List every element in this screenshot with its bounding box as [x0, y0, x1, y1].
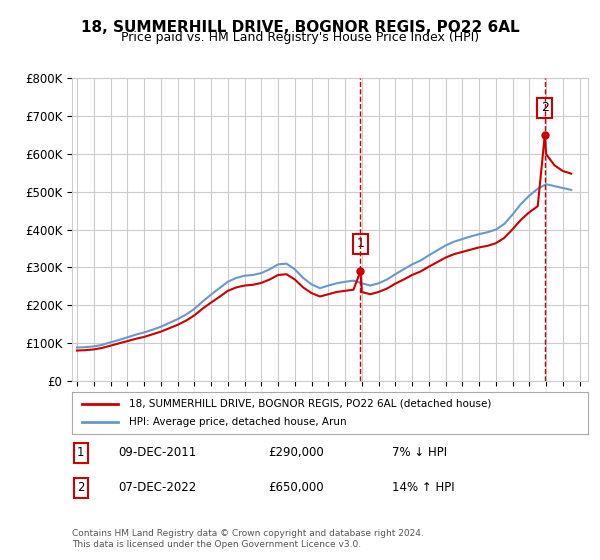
Text: 2: 2 [541, 101, 549, 114]
Text: 18, SUMMERHILL DRIVE, BOGNOR REGIS, PO22 6AL: 18, SUMMERHILL DRIVE, BOGNOR REGIS, PO22… [80, 20, 520, 35]
Text: 09-DEC-2011: 09-DEC-2011 [118, 446, 197, 459]
Text: 1: 1 [77, 446, 85, 459]
Text: Price paid vs. HM Land Registry's House Price Index (HPI): Price paid vs. HM Land Registry's House … [121, 31, 479, 44]
Text: £290,000: £290,000 [268, 446, 324, 459]
Text: 18, SUMMERHILL DRIVE, BOGNOR REGIS, PO22 6AL (detached house): 18, SUMMERHILL DRIVE, BOGNOR REGIS, PO22… [129, 399, 491, 409]
Text: 1: 1 [356, 237, 364, 250]
Text: 2: 2 [77, 481, 85, 494]
Text: £650,000: £650,000 [268, 481, 324, 494]
Text: HPI: Average price, detached house, Arun: HPI: Average price, detached house, Arun [129, 417, 346, 427]
Text: 14% ↑ HPI: 14% ↑ HPI [392, 481, 455, 494]
Text: 07-DEC-2022: 07-DEC-2022 [118, 481, 197, 494]
Point [356, 267, 365, 276]
Point [540, 130, 550, 139]
Text: 7% ↓ HPI: 7% ↓ HPI [392, 446, 447, 459]
Text: Contains HM Land Registry data © Crown copyright and database right 2024.
This d: Contains HM Land Registry data © Crown c… [72, 529, 424, 549]
